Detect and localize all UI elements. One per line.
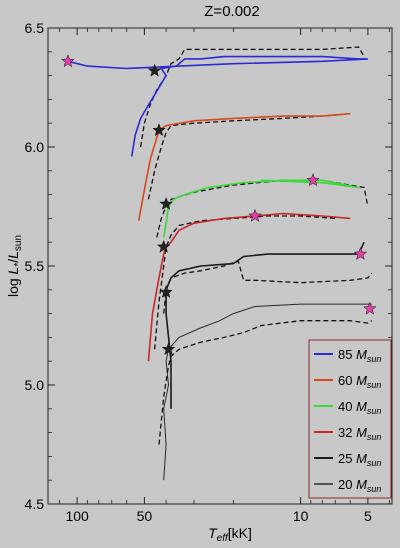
series-20-dashed-line xyxy=(158,320,373,445)
series-32-dashed-line xyxy=(153,215,336,350)
series-60-line xyxy=(137,112,351,221)
axis-ticks: 4.5 5.0 5.5 6.0 6.5 100 50 10 5 xyxy=(25,20,392,524)
series-60-dashed-line xyxy=(147,113,351,200)
chart-title: Z=0.002 xyxy=(204,3,259,20)
legend-entry-20: 20 Msun xyxy=(338,477,381,494)
y-tick-label: 5.0 xyxy=(25,377,45,393)
legend-entry-25: 25 Msun xyxy=(338,451,381,468)
series-25-line xyxy=(165,241,365,409)
legend-entry-60: 60 Msun xyxy=(338,373,381,390)
legend: 85 Msun 60 Msun 40 Msun 32 Msun 25 Msun 20 Ms… xyxy=(308,339,392,499)
series-40-line xyxy=(162,179,359,238)
series-40-star-marker xyxy=(159,196,173,210)
series-60-star-marker xyxy=(152,123,166,137)
series-25-star-marker xyxy=(353,246,368,260)
series-25-star-marker xyxy=(159,284,173,298)
x-axis-title: Teff[kK] xyxy=(208,525,252,544)
series-40-star-marker xyxy=(306,173,320,187)
series-20-star-marker xyxy=(161,342,176,356)
legend-entry-32: 32 Msun xyxy=(338,425,381,442)
series-85-dashed-line xyxy=(139,46,365,148)
series-20-line xyxy=(163,303,372,481)
y-axis-label: log L*/Lsun xyxy=(5,235,24,297)
stars-layer xyxy=(61,54,377,356)
y-tick-label: 6.0 xyxy=(25,139,45,155)
y-tick-label: 5.5 xyxy=(25,258,45,274)
series-85-line xyxy=(67,55,368,157)
series-layer xyxy=(67,46,373,481)
x-tick-label: 50 xyxy=(137,508,153,524)
series-85-star-marker xyxy=(61,54,75,68)
legend-box xyxy=(308,339,392,499)
y-tick-label: 4.5 xyxy=(25,496,45,512)
y-tick-label: 6.5 xyxy=(25,20,45,36)
series-85-star-marker xyxy=(147,63,162,77)
x-axis-label: Teff[kK] xyxy=(208,525,252,544)
series-40-dashed-line xyxy=(156,179,369,238)
legend-entry-85: 85 Msun xyxy=(338,347,381,364)
x-tick-label: 100 xyxy=(65,508,89,524)
legend-entry-40: 40 Msun xyxy=(338,399,381,416)
x-tick-label: 10 xyxy=(293,508,309,524)
series-32-line xyxy=(147,212,351,362)
y-axis-title: log L*/Lsun xyxy=(5,235,24,297)
x-tick-label: 5 xyxy=(364,508,372,524)
series-20-star-marker xyxy=(363,301,377,315)
series-32-star-marker xyxy=(248,208,262,222)
series-32-star-marker xyxy=(156,239,171,253)
